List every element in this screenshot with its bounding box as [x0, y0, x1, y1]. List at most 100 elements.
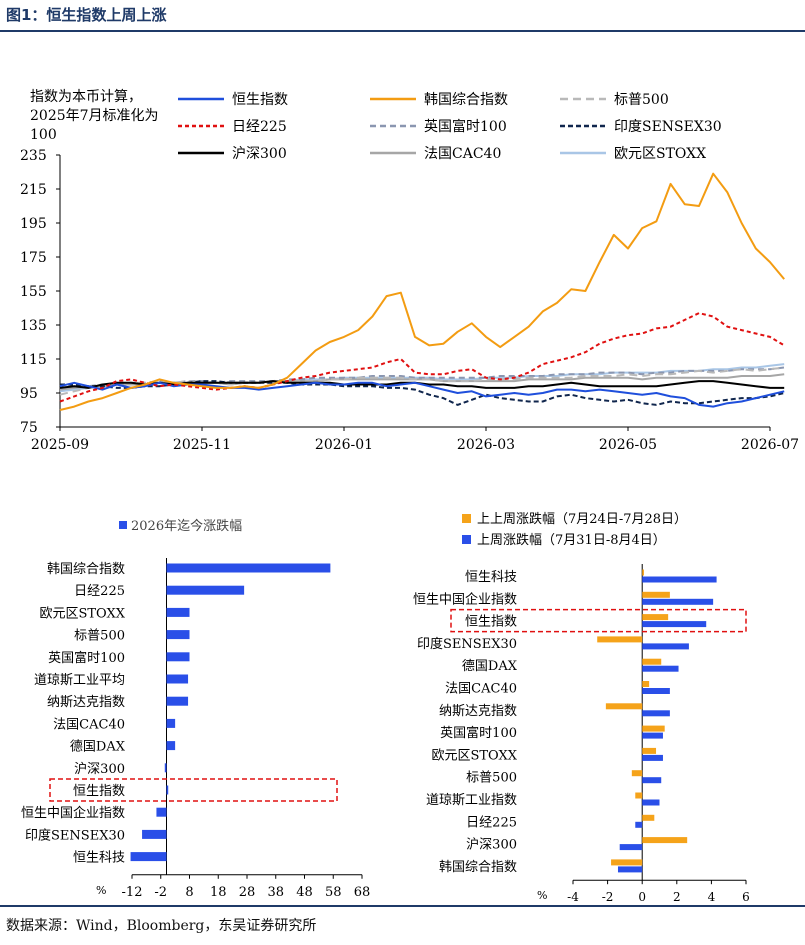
top-divider — [0, 30, 805, 32]
bar-bar_orange — [631, 770, 643, 777]
bar-bar_orange — [597, 636, 643, 643]
bar-bar_orange — [642, 837, 688, 844]
bar — [156, 807, 167, 817]
bar-bar_blue — [642, 710, 670, 717]
source-note: 数据来源：Wind，Bloomberg，东吴证券研究所 — [6, 918, 317, 934]
bar — [166, 652, 190, 662]
legend-label: 日经225 — [232, 119, 287, 135]
bar — [166, 696, 189, 706]
x-tick-label: -4 — [567, 890, 579, 904]
highlight-box — [49, 778, 338, 802]
bar-bar_blue — [642, 621, 707, 628]
category-label: 印度SENSEX30 — [25, 827, 125, 843]
bar — [166, 563, 331, 573]
bar-bar_orange — [642, 591, 670, 598]
category-label: 恒生科技 — [465, 570, 517, 585]
bar-bar_orange — [642, 614, 669, 621]
figure-title: 图1：恒生指数上周上涨 — [6, 6, 167, 24]
bar-bar_orange — [642, 658, 662, 665]
bar-bar_blue — [642, 688, 670, 694]
legend-label: 沪深300 — [232, 146, 287, 162]
legend-label: 上上周涨跌幅（7月24日-7月28日） — [477, 511, 687, 527]
category-label: 恒生科技 — [73, 851, 125, 866]
category-label: 标普500 — [466, 771, 517, 786]
y-axis-label: 100 — [30, 127, 57, 143]
category-label: 道琼斯工业指数 — [426, 793, 517, 808]
category-label: 沪深300 — [466, 837, 517, 853]
y-tick-label: 235 — [20, 148, 47, 164]
legend-label: 法国CAC40 — [424, 146, 501, 162]
category-label: 日经225 — [466, 815, 517, 830]
bar-bar_orange — [642, 814, 655, 821]
y-axis-label: 指数为本币计算， — [30, 89, 142, 105]
category-label: 欧元区STOXX — [431, 748, 517, 763]
bar-bar_orange — [605, 703, 643, 710]
legend-swatch — [119, 521, 127, 529]
x-tick-label: 2026-07 — [741, 437, 799, 453]
x-tick-label: 2026-03 — [457, 437, 515, 453]
bar-bar_blue — [617, 866, 643, 873]
x-tick-label: -2 — [602, 890, 614, 904]
category-label: 纳斯达克指数 — [47, 695, 125, 710]
category-label: 韩国综合指数 — [439, 860, 517, 875]
series-line-hsi — [59, 381, 785, 408]
category-label: 恒生中国企业指数 — [21, 805, 125, 821]
bar-bar_orange — [642, 569, 644, 576]
category-label: 标普500 — [74, 629, 125, 644]
category-label: 日经225 — [74, 584, 125, 599]
x-tick-label: 28 — [239, 885, 256, 900]
unit-label: % — [537, 889, 547, 902]
y-tick-label: 95 — [20, 386, 38, 402]
bar-bar_blue — [642, 777, 662, 784]
bar-bar_blue — [642, 598, 714, 605]
y-tick-label: 155 — [20, 284, 47, 300]
bar — [166, 785, 169, 795]
x-tick-label: -2 — [154, 885, 167, 900]
x-tick-label: 2026-05 — [599, 437, 657, 453]
bar-bar_blue — [635, 821, 643, 828]
category-label: 德国DAX — [70, 740, 126, 755]
bar — [166, 630, 190, 640]
bar-bar_blue — [642, 799, 660, 806]
legend-label: 英国富时100 — [424, 118, 507, 135]
category-label: 印度SENSEX30 — [417, 636, 517, 652]
x-tick-label: 8 — [185, 885, 193, 900]
y-tick-label: 75 — [20, 420, 38, 436]
y-tick-label: 135 — [20, 318, 47, 334]
y-axis-label: 2025年7月标准化为 — [30, 108, 159, 124]
category-label: 德国DAX — [462, 659, 518, 674]
category-label: 法国CAC40 — [53, 717, 125, 732]
legend-label: 印度SENSEX30 — [614, 119, 722, 135]
bar-bar_blue — [619, 844, 643, 851]
y-tick-label: 195 — [20, 216, 47, 232]
bar — [166, 585, 245, 595]
x-tick-label: 68 — [354, 885, 371, 900]
x-tick-label: 18 — [210, 885, 227, 900]
bar-bar_blue — [642, 665, 679, 672]
category-label: 英国富时100 — [440, 725, 517, 741]
unit-label: % — [96, 884, 106, 897]
legend-label: 标普500 — [614, 92, 669, 108]
bottom-divider — [0, 905, 805, 907]
x-tick-label: 48 — [296, 885, 313, 900]
bar-bar_orange — [642, 747, 657, 754]
category-label: 恒生指数 — [465, 615, 517, 630]
legend-swatch-bar_orange — [462, 514, 471, 523]
x-tick-label: 38 — [267, 885, 284, 900]
bar-bar_orange — [642, 725, 665, 732]
x-tick-label: 4 — [708, 890, 716, 904]
x-tick-label: 2 — [673, 890, 681, 904]
y-tick-label: 215 — [20, 182, 47, 198]
highlight-box — [450, 608, 747, 633]
series-line-sp500 — [59, 366, 785, 396]
category-label: 道琼斯工业平均 — [34, 673, 125, 688]
series-line-kospi — [59, 172, 785, 411]
bar — [166, 718, 176, 728]
x-tick-label: 58 — [325, 885, 342, 900]
bar-bar_orange — [635, 792, 643, 799]
y-tick-label: 175 — [20, 250, 47, 266]
bar-bar_blue — [642, 576, 717, 583]
y-tick-label: 115 — [20, 352, 47, 368]
bar — [130, 852, 167, 862]
